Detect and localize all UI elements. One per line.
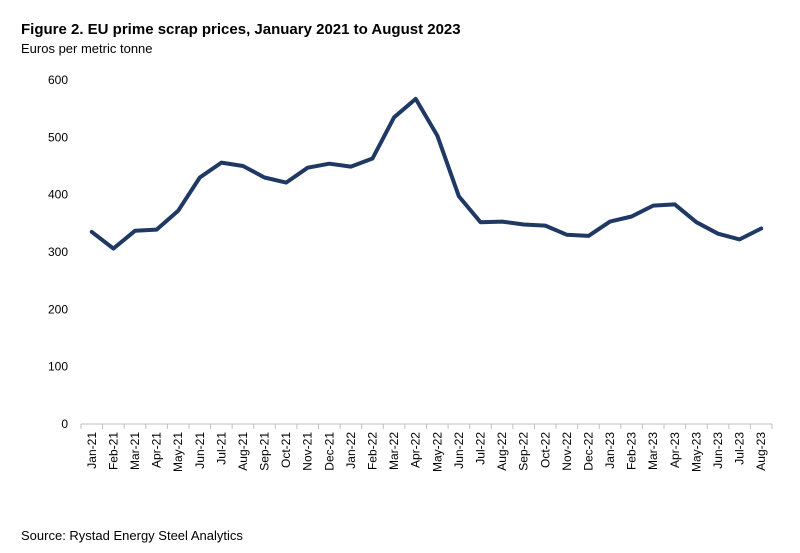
x-tick-label: Aug-22 <box>495 432 509 471</box>
x-tick-label: May-21 <box>171 432 185 472</box>
x-tick-label: Jun-23 <box>711 432 725 469</box>
y-tick-label: 500 <box>48 130 68 144</box>
x-tick-label: Mar-22 <box>387 432 401 470</box>
x-tick-label: Feb-22 <box>366 432 380 470</box>
x-tick-label: Dec-21 <box>322 432 336 471</box>
series-line <box>89 96 764 251</box>
x-tick-label: May-22 <box>430 432 444 472</box>
source-note: Source: Rystad Energy Steel Analytics <box>21 528 243 543</box>
x-tick-label: Sep-21 <box>258 432 272 471</box>
chart-subtitle: Euros per metric tonne <box>21 41 153 56</box>
x-tick-label: Aug-23 <box>754 432 768 471</box>
chart-title: Figure 2. EU prime scrap prices, January… <box>21 21 461 38</box>
x-tick-label: Oct-21 <box>279 432 293 468</box>
x-tick-label: Oct-22 <box>538 432 552 468</box>
x-tick-label: Mar-21 <box>128 432 142 470</box>
x-tick-label: Mar-23 <box>646 432 660 470</box>
x-tick-label: Feb-23 <box>625 432 639 470</box>
x-tick-label: Jul-22 <box>473 432 487 465</box>
x-axis: Jan-21 Feb-21 Mar-21 Apr-21 May-21 Jun-21 Jul-… <box>80 423 773 472</box>
x-tick-label: Nov-21 <box>301 432 315 471</box>
y-tick-label: 600 <box>48 73 68 87</box>
x-tick-label: Jan-22 <box>344 432 358 469</box>
x-tick-label: Jun-22 <box>452 432 466 469</box>
x-tick-label: Apr-23 <box>668 432 682 468</box>
x-tick-label: Aug-21 <box>236 432 250 471</box>
series-layer <box>89 96 764 251</box>
x-tick-label: Feb-21 <box>106 432 120 470</box>
x-tick-label: Apr-21 <box>150 432 164 468</box>
x-tick-label: Nov-22 <box>560 432 574 471</box>
x-tick-label: Jun-21 <box>193 432 207 469</box>
y-tick-label: 200 <box>48 302 68 316</box>
x-tick-label: Jul-23 <box>733 432 747 465</box>
x-tick-label: Dec-22 <box>581 432 595 471</box>
y-tick-label: 300 <box>48 245 68 259</box>
x-tick-label: Jan-23 <box>603 432 617 469</box>
y-tick-label: 0 <box>61 417 68 431</box>
x-tick-label: Jan-21 <box>85 432 99 469</box>
x-tick-label: May-23 <box>689 432 703 472</box>
x-tick-label: Jul-21 <box>214 432 228 465</box>
y-tick-label: 400 <box>48 188 68 202</box>
x-tick-label: Sep-22 <box>517 432 531 471</box>
y-tick-label: 100 <box>48 360 68 374</box>
x-tick-label: Apr-22 <box>409 432 423 468</box>
y-axis: 0 100 200 300 400 500 600 <box>48 73 68 431</box>
